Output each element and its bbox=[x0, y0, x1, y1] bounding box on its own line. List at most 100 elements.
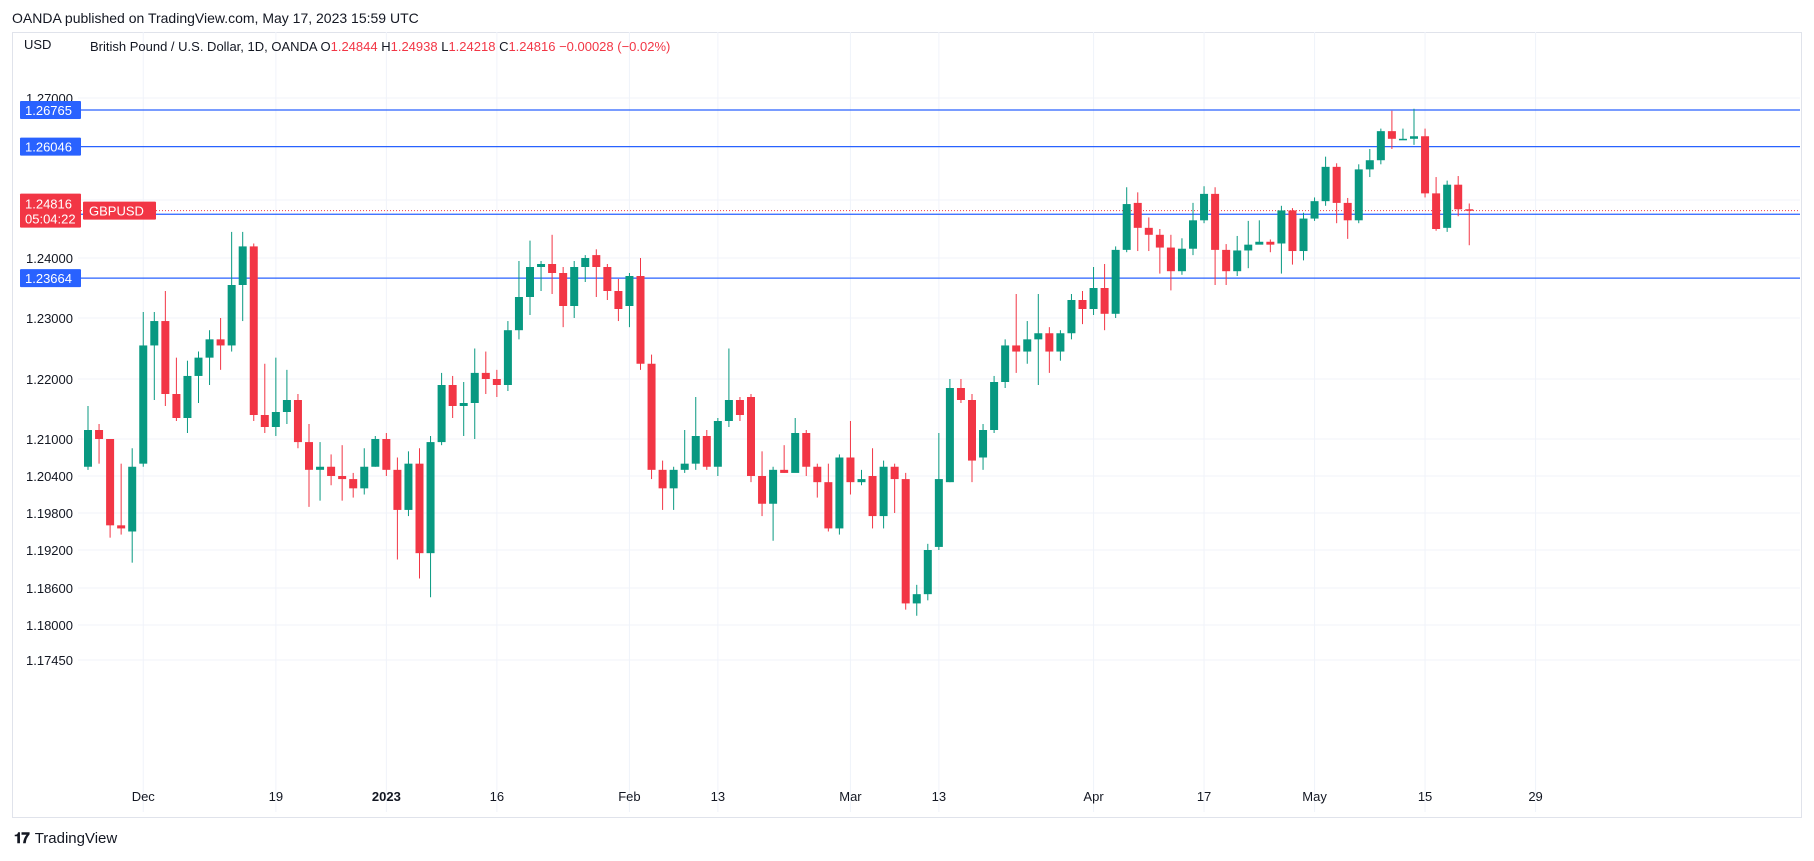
candle-body bbox=[470, 372, 479, 403]
candle-body bbox=[1111, 249, 1120, 314]
candle-body bbox=[581, 258, 590, 267]
candle-body bbox=[990, 382, 999, 430]
candle-body bbox=[1465, 209, 1474, 211]
candle-body bbox=[404, 463, 413, 510]
candle-body bbox=[1310, 201, 1319, 219]
candle-body bbox=[1211, 193, 1220, 250]
candle-body bbox=[1100, 288, 1109, 314]
candle-body bbox=[901, 479, 910, 604]
level-price-label: 1.26046 bbox=[25, 140, 72, 155]
candle-body bbox=[1144, 227, 1153, 235]
candle-body bbox=[1432, 193, 1441, 229]
candle-body bbox=[338, 476, 347, 480]
candle-body bbox=[293, 400, 302, 443]
y-tick-label: 1.23000 bbox=[26, 311, 73, 326]
x-tick-label: 29 bbox=[1528, 789, 1542, 804]
candle-body bbox=[956, 388, 965, 400]
candle-body bbox=[205, 339, 214, 358]
footer: 𝟏𝟕 TradingView bbox=[14, 830, 117, 847]
candle-body bbox=[271, 412, 280, 427]
candle-body bbox=[758, 476, 767, 504]
level-price-tag bbox=[20, 137, 81, 156]
candle-body bbox=[95, 430, 104, 439]
ohlc-legend: British Pound / U.S. Dollar, 1D, OANDA O… bbox=[90, 39, 670, 54]
candle-body bbox=[658, 469, 667, 489]
level-price-label: 1.26765 bbox=[25, 103, 72, 118]
candle-body bbox=[724, 400, 733, 421]
x-tick-label: Apr bbox=[1083, 789, 1104, 804]
candle-body bbox=[1365, 160, 1374, 170]
candle-body bbox=[813, 466, 822, 483]
candle-body bbox=[1244, 244, 1253, 251]
candle-body bbox=[1089, 288, 1098, 309]
bar-countdown: 05:04:22 bbox=[25, 212, 76, 227]
candle-body bbox=[249, 246, 258, 415]
candle-body bbox=[669, 469, 678, 489]
candle-body bbox=[1133, 202, 1142, 228]
candle-body bbox=[382, 439, 391, 470]
y-tick-label: 1.18600 bbox=[26, 581, 73, 596]
y-tick-label: 1.22000 bbox=[26, 372, 73, 387]
candle-body bbox=[934, 479, 943, 547]
candle-body bbox=[735, 400, 744, 415]
published-caption: OANDA published on TradingView.com, May … bbox=[12, 10, 419, 26]
candle-body bbox=[514, 297, 523, 331]
candle-body bbox=[437, 385, 446, 443]
tradingview-logo-icon: 𝟏𝟕 bbox=[14, 830, 30, 847]
candle-body bbox=[139, 345, 148, 464]
x-tick-label: 15 bbox=[1418, 789, 1432, 804]
candle-body bbox=[1266, 241, 1275, 245]
candle-body bbox=[1166, 247, 1175, 272]
candle-body bbox=[1012, 345, 1021, 352]
candle-body bbox=[1189, 220, 1197, 249]
candle-body bbox=[1376, 131, 1385, 161]
candle-body bbox=[305, 442, 313, 470]
x-tick-label: May bbox=[1302, 789, 1327, 804]
candle-body bbox=[802, 433, 811, 467]
candle-body bbox=[1443, 184, 1452, 228]
candle-body bbox=[161, 321, 170, 394]
candle-body bbox=[1177, 248, 1186, 272]
candle-body bbox=[979, 430, 988, 458]
x-tick-label: 19 bbox=[269, 789, 283, 804]
candle-body bbox=[492, 379, 501, 385]
symbol-tag-label: GBPUSD bbox=[89, 204, 144, 219]
level-price-tag bbox=[20, 269, 81, 288]
candle-body bbox=[1332, 166, 1341, 203]
candle-body bbox=[481, 372, 490, 379]
candle-body bbox=[1122, 204, 1131, 250]
chart-frame bbox=[12, 32, 1802, 818]
candle-body bbox=[426, 442, 435, 554]
candle-body bbox=[1421, 136, 1430, 194]
candle-body bbox=[1056, 333, 1065, 352]
candle-body bbox=[1387, 131, 1396, 139]
x-tick-label: Feb bbox=[618, 789, 640, 804]
candle-body bbox=[791, 433, 800, 473]
legend-high-value: 1.24938 bbox=[391, 39, 442, 54]
candle-body bbox=[1410, 136, 1418, 139]
x-tick-label: 16 bbox=[490, 789, 504, 804]
candle-body bbox=[526, 267, 534, 297]
candle-body bbox=[1222, 249, 1231, 272]
candle-body bbox=[780, 469, 789, 473]
candle-body bbox=[349, 479, 358, 489]
candle-body bbox=[1233, 250, 1242, 272]
candle-body bbox=[1001, 345, 1010, 382]
symbol-tag bbox=[83, 201, 156, 220]
legend-c-label: C bbox=[499, 39, 508, 54]
candle-body bbox=[647, 363, 656, 470]
legend-o-label: O bbox=[320, 39, 330, 54]
candle-body bbox=[1299, 218, 1308, 252]
candle-body bbox=[968, 400, 976, 461]
candle-body bbox=[923, 550, 932, 595]
candle-body bbox=[117, 525, 126, 529]
candle-body bbox=[316, 466, 325, 470]
candle-body bbox=[1255, 241, 1264, 245]
candle-body bbox=[868, 476, 877, 517]
candle-body bbox=[559, 273, 568, 306]
y-tick-label: 1.19800 bbox=[26, 506, 73, 521]
candle-body bbox=[570, 267, 579, 306]
candle-body bbox=[603, 267, 612, 291]
candle-body bbox=[625, 276, 634, 306]
